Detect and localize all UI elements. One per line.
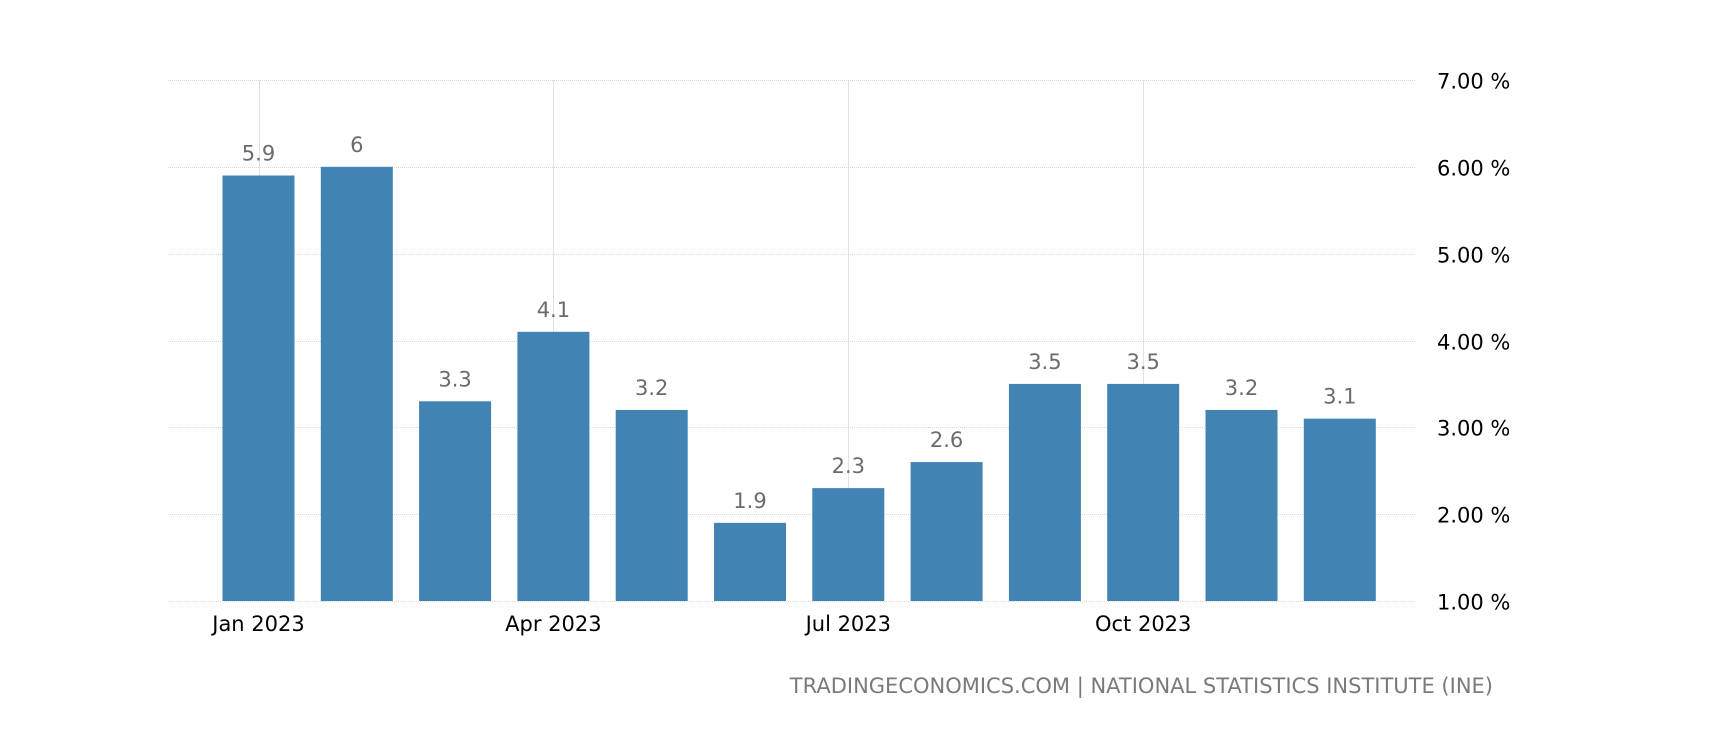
y-tick-label: 7.00 % xyxy=(1437,70,1510,94)
bar xyxy=(1205,409,1278,601)
y-tick-label: 6.00 % xyxy=(1437,157,1510,181)
bar xyxy=(812,488,885,601)
bar xyxy=(222,175,295,601)
y-tick-label: 3.00 % xyxy=(1437,417,1510,441)
data-label: 3.2 xyxy=(635,376,668,400)
data-label: 4.1 xyxy=(537,298,570,322)
x-axis: Jan 2023 Apr 2023 Jul 2023 Oct 2023 xyxy=(210,612,1191,636)
bar xyxy=(1008,383,1081,601)
bars xyxy=(222,166,1376,602)
bar xyxy=(517,331,590,601)
x-tick-label: Oct 2023 xyxy=(1095,612,1191,636)
data-label: 3.5 xyxy=(1126,350,1159,374)
data-label: 3.5 xyxy=(1028,350,1061,374)
y-tick-label: 1.00 % xyxy=(1437,591,1510,615)
data-label: 2.3 xyxy=(832,454,865,478)
bar xyxy=(910,462,983,601)
data-label: 2.6 xyxy=(930,428,963,452)
data-label: 3.2 xyxy=(1225,376,1258,400)
data-label: 1.9 xyxy=(733,489,766,513)
source-credit: TRADINGECONOMICS.COM | NATIONAL STATISTI… xyxy=(789,674,1493,699)
bar xyxy=(419,401,492,601)
y-tick-label: 5.00 % xyxy=(1437,244,1510,268)
x-tick-label: Apr 2023 xyxy=(505,612,601,636)
bar xyxy=(1107,383,1180,601)
bar xyxy=(1303,418,1376,601)
data-label: 3.1 xyxy=(1323,385,1356,409)
bar xyxy=(615,409,688,601)
y-axis: 1.00 % 2.00 % 3.00 % 4.00 % 5.00 % 6.00 % 7.00… xyxy=(1437,70,1510,615)
y-tick-label: 2.00 % xyxy=(1437,504,1510,528)
data-label: 3.3 xyxy=(438,367,471,391)
bar xyxy=(320,166,393,602)
data-labels: 5.9 6 3.3 4.1 3.2 1.9 2.3 2.6 3.5 3.5 3.2 3.1 xyxy=(242,133,1357,513)
data-label: 5.9 xyxy=(242,142,275,166)
bar xyxy=(714,522,786,601)
x-tick-label: Jan 2023 xyxy=(210,612,305,636)
y-tick-label: 4.00 % xyxy=(1437,331,1510,355)
data-label: 6 xyxy=(350,133,363,157)
x-tick-label: Jul 2023 xyxy=(804,612,891,636)
